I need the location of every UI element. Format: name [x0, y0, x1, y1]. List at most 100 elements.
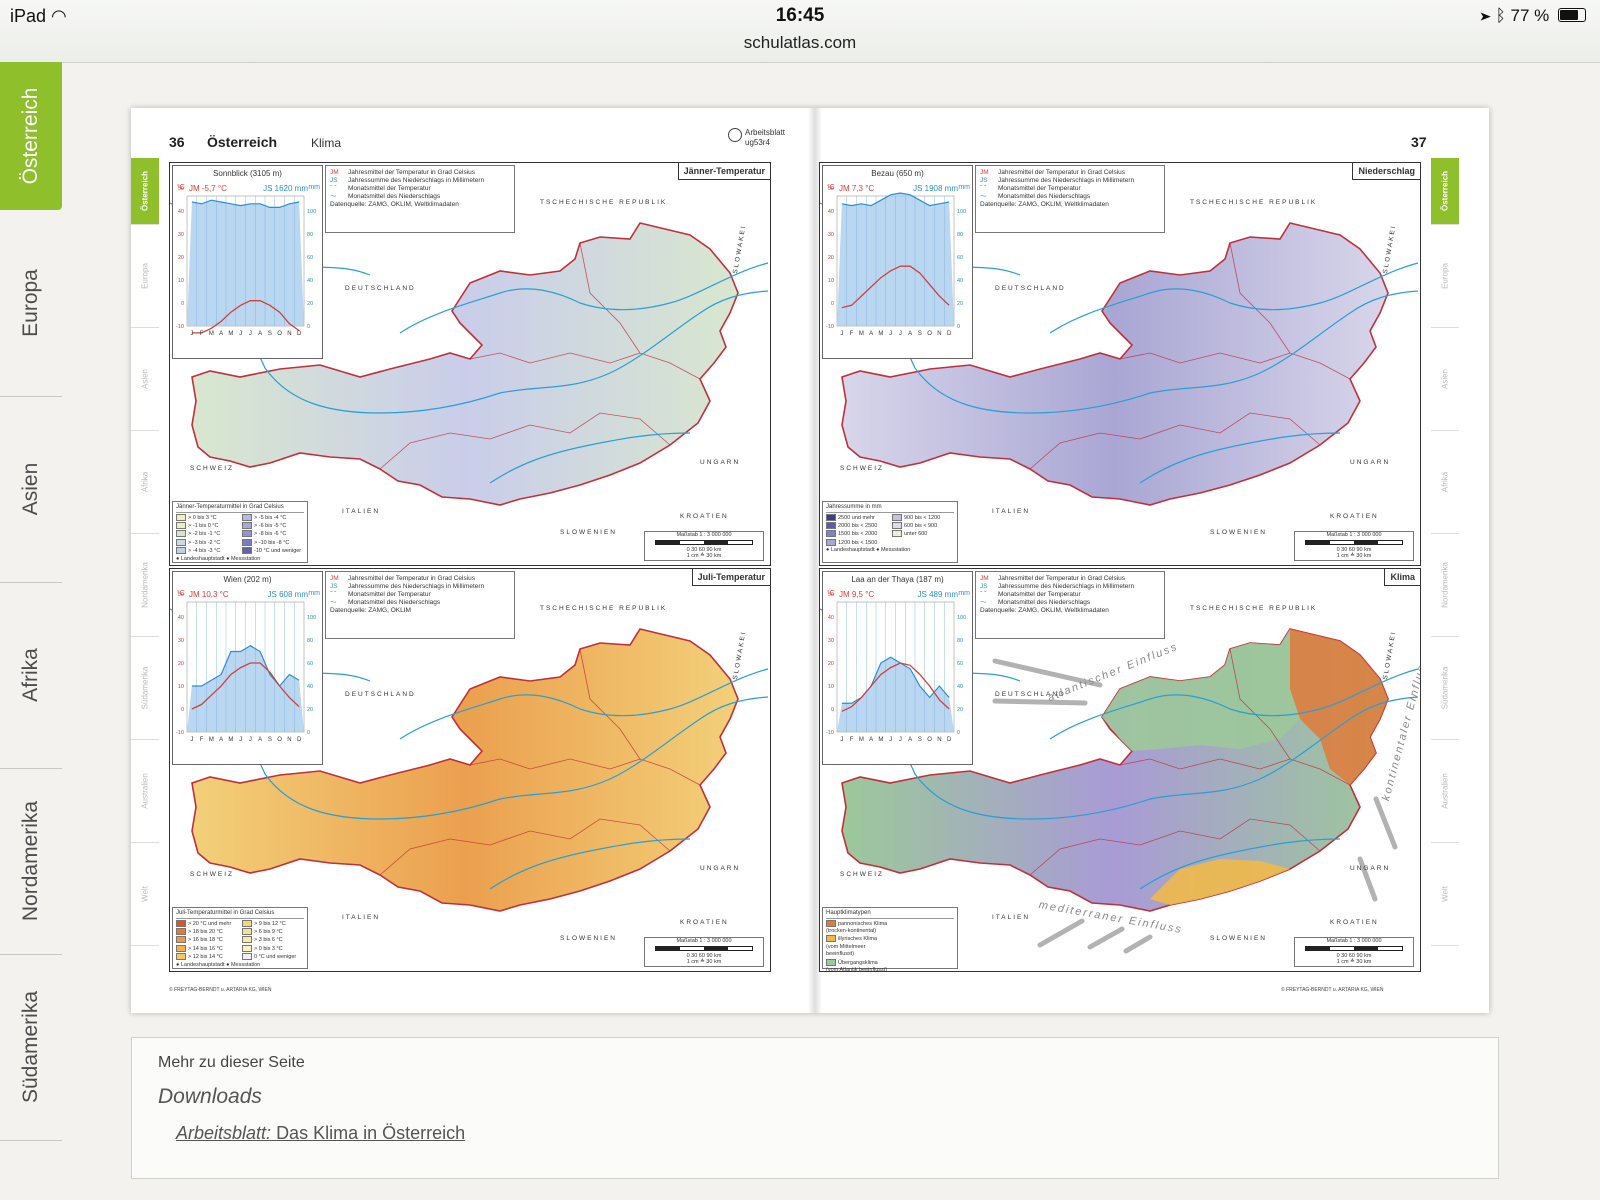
worksheet-download-link[interactable]: Arbeitsblatt: Das Klima in Österreich: [176, 1123, 466, 1143]
legend-item: 2500 und mehr: [826, 513, 888, 522]
inner-tab[interactable]: Europa: [1431, 224, 1459, 328]
legend-item: > -1 bis 0 °C: [176, 521, 238, 530]
map-legend: Jänner-Temperaturmittel in Grad Celsius >…: [172, 501, 308, 563]
airflow-arrow: [992, 658, 1103, 688]
temp-tick: 40: [828, 209, 834, 215]
precip-tick: 40: [307, 278, 313, 284]
diagram-legend: JM Jahresmittel der Temperatur in Grad Ce…: [975, 571, 1165, 639]
climate-diagram: Laa an der Thaya (187 m) °C mm JM 9,5 °C JS …: [822, 571, 973, 765]
inner-tab[interactable]: Welt: [1431, 842, 1459, 946]
map-klima[interactable]: Laa an der Thaya (187 m) °C mm JM 9,5 °C JS …: [819, 568, 1421, 972]
month-label: S: [268, 331, 272, 337]
page-title: Österreich: [207, 134, 278, 150]
inner-tab[interactable]: Afrika: [1431, 430, 1459, 534]
legend-item: 1500 bis < 2000: [826, 530, 888, 538]
temp-tick: 30: [828, 232, 834, 238]
temp-tick: 30: [178, 638, 184, 644]
temp-line: [841, 265, 950, 309]
legend-item: -10 °C und weniger: [242, 547, 304, 555]
inner-tab[interactable]: Asien: [1431, 327, 1459, 431]
country-label-cz: TSCHECHISCHE REPUBLIK: [1190, 605, 1318, 612]
temp-tick: 0: [831, 301, 834, 307]
inner-tab[interactable]: Welt: [131, 842, 159, 946]
legend-swatch: [826, 521, 836, 529]
tab-asien[interactable]: Asien: [0, 396, 62, 583]
river-line: [1049, 262, 1419, 334]
legend-swatch: [826, 958, 836, 966]
month-label: M: [859, 331, 864, 337]
inner-tab-label: Südamerika: [140, 666, 150, 709]
copyright-right: © FREYTAG-BERNDT u. ARTARIA KG, WIEN: [1281, 987, 1384, 993]
legend-swatch: [242, 944, 252, 952]
tab-afrika[interactable]: Afrika: [0, 582, 62, 769]
tab-europa[interactable]: Europa: [0, 210, 62, 397]
address-bar[interactable]: schulatlas.com: [743, 33, 857, 52]
map-juli-temperatur[interactable]: Wien (202 m) °C mm JM 10,3 °C JS 608 mm J F M A M…: [169, 568, 771, 972]
legend-swatch: [176, 547, 186, 555]
mm-unit: mm: [308, 184, 320, 191]
tab-suedamerika[interactable]: Südamerika: [0, 954, 62, 1141]
country-label-hu: UNGARN: [700, 865, 741, 872]
map-jaenner-temperatur[interactable]: Sonnblick (3105 m) °C mm JM -5,7 °C JS 1620 …: [169, 162, 771, 566]
annual-mean-temp: JM -5,7 °C: [189, 184, 227, 193]
scale-bar: Maßstab 1 : 3 000 000 0 30 60 90 km 1 cm ≙…: [644, 937, 764, 967]
legend-item: > 14 bis 16 °C: [176, 944, 238, 953]
month-label: F: [200, 737, 204, 743]
celsius-unit: °C: [177, 184, 185, 191]
precip-tick: 100: [957, 615, 966, 621]
map-niederschlag[interactable]: Bezau (650 m) °C mm JM 7,3 °C JS 1908 mm J F M A…: [819, 162, 1421, 566]
legend-item: > -2 bis -1 °C: [176, 530, 238, 538]
month-label: D: [947, 737, 952, 743]
precip-tick: 60: [957, 255, 963, 261]
battery-percent: 77 %: [1510, 6, 1550, 25]
country-label-hu: UNGARN: [1350, 865, 1391, 872]
country-label-ch: SCHWEIZ: [840, 465, 884, 472]
status-time: 16:45: [775, 5, 825, 26]
country-label-it: ITALIEN: [992, 914, 1031, 921]
legend-item: 0 °C und weniger: [242, 953, 304, 961]
inner-tab[interactable]: Österreich: [131, 158, 159, 225]
month-label: J: [239, 331, 242, 337]
legend-swatch: [176, 513, 186, 521]
inner-tab[interactable]: Südamerika: [131, 636, 159, 740]
station-name: Bezau (650 m): [871, 169, 924, 178]
inner-tab[interactable]: Australien: [1431, 739, 1459, 843]
inner-tab[interactable]: Österreich: [1431, 158, 1459, 225]
inner-tab[interactable]: Afrika: [131, 430, 159, 534]
precip-tick: 100: [307, 615, 316, 621]
inner-tab-label: Österreich: [140, 170, 150, 212]
annual-mean-temp: JM 9,5 °C: [839, 590, 875, 599]
temp-tick: 0: [181, 707, 184, 713]
annual-precip: JS 608 mm: [267, 590, 308, 599]
worksheet-link[interactable]: Arbeitsblatt ug53r4: [728, 128, 785, 148]
river-line: [399, 668, 769, 740]
month-label: J: [239, 737, 242, 743]
pannonian-region: [1290, 629, 1388, 785]
country-label-si: SLOWENIEN: [1210, 935, 1268, 942]
inner-tab[interactable]: Australien: [131, 739, 159, 843]
scale-bar: Maßstab 1 : 3 000 000 0 30 60 90 km 1 cm ≙…: [644, 531, 764, 561]
country-label-si: SLOWENIEN: [560, 935, 618, 942]
inner-tab[interactable]: Asien: [131, 327, 159, 431]
tab-oesterreich[interactable]: Österreich: [0, 62, 62, 210]
month-label: S: [918, 737, 922, 743]
annual-precip: JS 1908 mm: [913, 184, 958, 193]
country-label-de: DEUTSCHLAND: [995, 285, 1066, 292]
globe-icon: [728, 128, 742, 142]
month-label: J: [840, 331, 843, 337]
country-label-ch: SCHWEIZ: [190, 871, 234, 878]
inner-tab[interactable]: Nordamerika: [131, 533, 159, 637]
precip-tick: 60: [957, 661, 963, 667]
airflow-arrow: [1087, 926, 1125, 950]
inner-tab[interactable]: Nordamerika: [1431, 533, 1459, 637]
precip-line: [191, 645, 300, 687]
inner-tab[interactable]: Südamerika: [1431, 636, 1459, 740]
legend-item: > 0 bis 3 °C: [176, 513, 238, 522]
tab-nordamerika[interactable]: Nordamerika: [0, 768, 62, 955]
inner-tab[interactable]: Europa: [131, 224, 159, 328]
month-label: A: [869, 331, 873, 337]
temp-tick: 40: [178, 209, 184, 215]
legend-item: 1200 bis < 1500: [826, 538, 888, 547]
station-name: Sonnblick (3105 m): [213, 169, 282, 178]
temp-tick: 50: [828, 186, 834, 192]
